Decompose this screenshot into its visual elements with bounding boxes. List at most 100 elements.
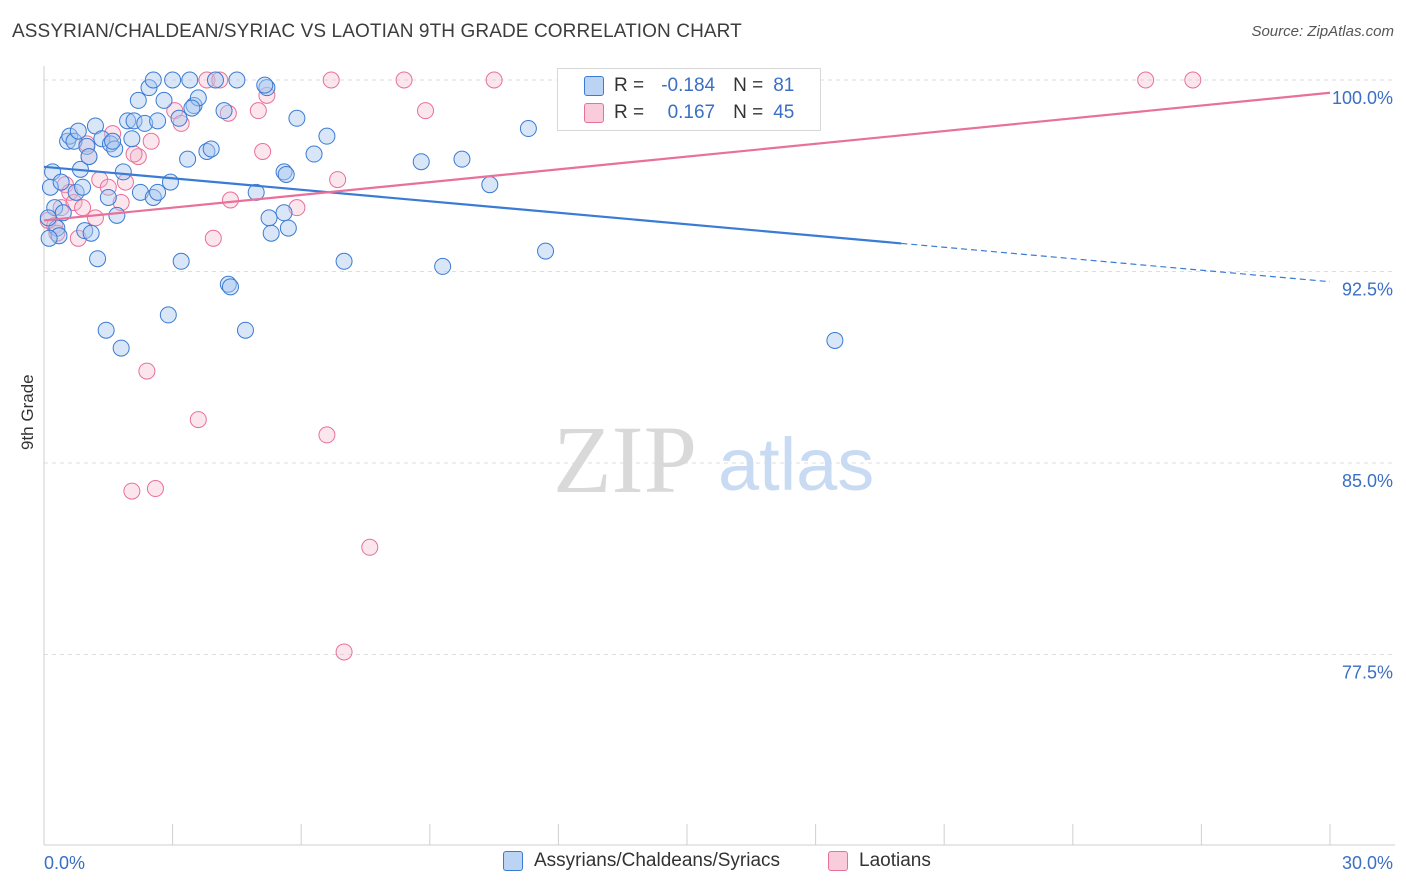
- data-point-assyrians: [123, 130, 141, 148]
- legend-n-value: 81: [773, 75, 795, 96]
- data-point-laotians: [318, 426, 336, 444]
- x-tick-label: 0.0%: [44, 853, 85, 873]
- data-point-assyrians: [537, 242, 555, 260]
- data-point-assyrians: [258, 79, 276, 97]
- data-point-assyrians: [149, 183, 167, 201]
- laotians-points: [39, 71, 1202, 661]
- data-point-laotians: [204, 229, 222, 247]
- data-point-assyrians: [129, 91, 147, 109]
- data-point-laotians: [189, 411, 207, 429]
- data-point-assyrians: [97, 321, 115, 339]
- legend-r-label: R =: [614, 75, 645, 96]
- data-point-assyrians: [125, 112, 143, 130]
- data-point-laotians: [198, 71, 216, 89]
- data-point-assyrians: [183, 99, 201, 117]
- data-point-assyrians: [69, 122, 87, 140]
- data-point-assyrians: [481, 176, 499, 194]
- data-point-assyrians: [453, 150, 471, 168]
- data-point-laotians: [322, 71, 340, 89]
- trend-line-dashed: [901, 242, 1331, 283]
- series-label-blue: Assyrians/Chaldeans/Syriacs: [534, 850, 781, 871]
- data-point-assyrians: [89, 250, 107, 268]
- data-point-assyrians: [221, 278, 239, 296]
- data-point-assyrians: [99, 188, 117, 206]
- correlation-legend: R = -0.184 N = 81 R = 0.167 N = 45: [557, 68, 821, 131]
- data-point-assyrians: [131, 183, 149, 201]
- data-point-laotians: [99, 178, 117, 196]
- y-tick-label: 85.0%: [1342, 471, 1393, 491]
- trend-line-solid: [43, 165, 902, 245]
- legend-n-label: N =: [733, 75, 764, 96]
- series-label-pink: Laotians: [859, 850, 931, 871]
- data-point-assyrians: [114, 163, 132, 181]
- data-point-laotians: [335, 643, 353, 661]
- data-point-laotians: [254, 142, 272, 160]
- data-point-assyrians: [172, 252, 190, 270]
- grid-layer: [44, 79, 1395, 655]
- legend-n-value: 45: [773, 102, 795, 123]
- data-point-assyrians: [40, 229, 58, 247]
- data-point-assyrians: [236, 321, 254, 339]
- data-point-laotians: [221, 191, 239, 209]
- data-point-laotians: [74, 199, 92, 217]
- data-point-assyrians: [170, 109, 188, 127]
- data-point-assyrians: [256, 76, 274, 94]
- data-point-assyrians: [136, 114, 154, 132]
- y-tick-label: 77.5%: [1342, 663, 1393, 683]
- data-point-assyrians: [434, 257, 452, 275]
- data-point-assyrians: [144, 71, 162, 89]
- data-point-assyrians: [185, 97, 203, 115]
- y-axis-label: 9th Grade: [18, 374, 37, 450]
- legend-r-value: -0.184: [661, 75, 716, 96]
- watermark: ZIP atlas: [553, 406, 874, 513]
- data-point-assyrians: [119, 112, 137, 130]
- data-point-laotians: [417, 102, 435, 120]
- trend-line-solid: [43, 91, 1331, 222]
- data-point-laotians: [288, 199, 306, 217]
- data-point-assyrians: [46, 199, 64, 217]
- data-point-laotians: [123, 482, 141, 500]
- y-tick-label: 100.0%: [1332, 88, 1393, 108]
- y-tick-label: 92.5%: [1342, 280, 1393, 300]
- tick-labels: 100.0% 92.5% 85.0% 77.5% 0.0% 30.0%: [44, 88, 1393, 873]
- series-swatch-blue: [503, 851, 523, 871]
- data-point-laotians: [138, 362, 156, 380]
- chart-title: ASSYRIAN/CHALDEAN/SYRIAC VS LAOTIAN 9TH …: [12, 21, 742, 42]
- series-legend-pink: Laotians: [828, 850, 931, 872]
- data-point-assyrians: [39, 209, 57, 227]
- source-label: Source: ZipAtlas.com: [1251, 23, 1394, 40]
- data-point-assyrians: [279, 219, 297, 237]
- data-point-assyrians: [275, 163, 293, 181]
- data-point-laotians: [249, 102, 267, 120]
- data-point-assyrians: [318, 127, 336, 145]
- data-point-assyrians: [82, 224, 100, 242]
- data-point-assyrians: [260, 209, 278, 227]
- legend-row-pink: R = 0.167 N = 45: [584, 101, 794, 125]
- data-point-assyrians: [155, 91, 173, 109]
- data-point-laotians: [211, 71, 229, 89]
- legend-swatch-blue: [584, 76, 604, 96]
- data-point-assyrians: [262, 224, 280, 242]
- data-point-laotians: [485, 71, 503, 89]
- assyrians-points: [39, 71, 844, 357]
- legend-row-blue: R = -0.184 N = 81: [584, 74, 794, 98]
- data-point-assyrians: [112, 339, 130, 357]
- data-point-laotians: [361, 538, 379, 556]
- data-point-assyrians: [74, 178, 92, 196]
- watermark-zip: ZIP: [553, 406, 697, 513]
- legend-r-label: R =: [614, 102, 645, 123]
- data-point-assyrians: [50, 227, 68, 245]
- watermark-atlas: atlas: [718, 423, 874, 506]
- data-point-laotians: [146, 480, 164, 498]
- data-point-assyrians: [179, 150, 197, 168]
- data-point-laotians: [86, 209, 104, 227]
- data-point-laotians: [142, 132, 160, 150]
- data-point-assyrians: [215, 102, 233, 120]
- data-point-assyrians: [54, 204, 72, 222]
- data-point-laotians: [1184, 71, 1202, 89]
- series-legend: Assyrians/Chaldeans/Syriacs Laotians: [0, 850, 1406, 880]
- data-point-assyrians: [149, 112, 167, 130]
- data-point-assyrians: [288, 109, 306, 127]
- data-point-laotians: [395, 71, 413, 89]
